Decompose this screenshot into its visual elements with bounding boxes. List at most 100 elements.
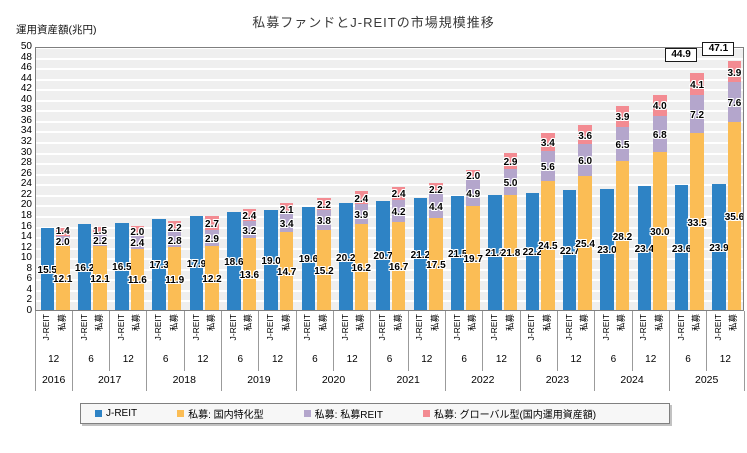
bar-jreit bbox=[77, 224, 92, 310]
y-tick-label: 32 bbox=[20, 136, 32, 148]
x-pair-label-jreit: J-REIT bbox=[339, 314, 350, 341]
x-pair-label-jreit: J-REIT bbox=[451, 314, 462, 341]
x-pair-label-jreit: J-REIT bbox=[377, 314, 388, 341]
x-pair-label-jreit: J-REIT bbox=[115, 314, 126, 341]
bar-private-reit bbox=[391, 199, 406, 222]
bar-jreit bbox=[189, 215, 204, 310]
bar-global bbox=[429, 182, 443, 195]
bar-domestic bbox=[205, 245, 219, 310]
x-month-label: 12 bbox=[271, 354, 284, 365]
bar-global bbox=[466, 169, 480, 181]
x-month-label: 12 bbox=[197, 354, 209, 365]
x-month-label: 6 bbox=[386, 354, 393, 365]
x-pair-label-shibo: 私募 bbox=[355, 314, 366, 332]
bar-private-reit bbox=[242, 221, 257, 239]
x-pair-label-jreit: J-REIT bbox=[489, 314, 500, 341]
x-axis-separator bbox=[221, 311, 223, 391]
x-month-label: 12 bbox=[570, 354, 582, 365]
gridline bbox=[36, 110, 743, 113]
bar-domestic bbox=[653, 151, 667, 310]
legend-item-domestic: 私募: 国内特化型 bbox=[177, 406, 264, 421]
y-tick-label: 36 bbox=[20, 114, 32, 126]
x-axis-separator bbox=[444, 311, 446, 391]
x-pair-label-shibo: 私募 bbox=[280, 314, 291, 332]
x-pair-label-jreit: J-REIT bbox=[712, 314, 723, 341]
x-pair-label-shibo: 私募 bbox=[467, 314, 478, 332]
bar-private-reit bbox=[429, 194, 443, 218]
bar-private-reit bbox=[279, 214, 294, 233]
bar-domestic bbox=[279, 232, 294, 310]
bar-global bbox=[279, 203, 294, 215]
x-pair-label-jreit: J-REIT bbox=[190, 314, 201, 341]
bar-jreit bbox=[450, 196, 465, 310]
bar-global bbox=[167, 220, 182, 233]
bar-global bbox=[130, 225, 145, 237]
gridline bbox=[36, 152, 743, 155]
y-tick-label: 8 bbox=[26, 262, 32, 274]
bar-global bbox=[56, 228, 70, 236]
chart-title: 私募ファンドとJ-REITの市場規模推移 bbox=[252, 15, 495, 30]
x-year-label: 2021 bbox=[396, 374, 420, 386]
gridline bbox=[36, 194, 743, 197]
total-callout: 47.1 bbox=[702, 42, 735, 56]
gridline bbox=[36, 131, 743, 134]
x-pair-label-shibo: 私募 bbox=[131, 314, 142, 332]
x-pair-label-jreit: J-REIT bbox=[414, 314, 425, 341]
x-pair-label-shibo: 私募 bbox=[168, 314, 179, 332]
x-pair-label-shibo: 私募 bbox=[392, 314, 403, 332]
bar-domestic bbox=[429, 217, 443, 310]
x-pair-label-jreit: J-REIT bbox=[153, 314, 164, 341]
y-tick-label: 22 bbox=[20, 188, 32, 200]
x-month-label: 12 bbox=[645, 354, 657, 365]
x-pair-label-shibo: 私募 bbox=[243, 314, 254, 332]
x-month-label: 6 bbox=[312, 354, 318, 365]
bar-jreit bbox=[712, 183, 726, 310]
bar-domestic bbox=[56, 246, 70, 310]
bar-global bbox=[690, 73, 704, 96]
x-month-label: 12 bbox=[122, 354, 134, 365]
y-tick-label: 0 bbox=[26, 305, 32, 316]
bar-global bbox=[391, 186, 406, 200]
bar-private-reit bbox=[205, 230, 219, 246]
bar-domestic bbox=[167, 247, 182, 310]
x-year-label: 2019 bbox=[247, 374, 271, 386]
gridline bbox=[36, 142, 743, 145]
x-year-label: 2018 bbox=[172, 374, 196, 386]
gridline bbox=[36, 78, 743, 81]
x-pair-label-shibo: 私募 bbox=[56, 314, 67, 332]
legend: J-REIT 私募: 国内特化型 私募: 私募REIT 私募: グローバル型(国内運用… bbox=[80, 403, 670, 424]
bar-domestic bbox=[541, 180, 555, 310]
x-month-label: 6 bbox=[461, 354, 467, 365]
x-pair-label-shibo: 私募 bbox=[317, 314, 328, 332]
bar-domestic bbox=[93, 246, 107, 310]
bar-global bbox=[317, 198, 331, 210]
x-axis-separator bbox=[482, 311, 484, 371]
x-year-label: 2023 bbox=[545, 374, 570, 386]
x-month-label: 6 bbox=[162, 354, 169, 365]
x-axis-separator bbox=[34, 311, 36, 391]
bar-jreit bbox=[264, 209, 278, 310]
bar-private-reit bbox=[541, 151, 555, 181]
bar-domestic bbox=[242, 238, 257, 310]
plot-area: 15.5 12.1 2.0 1.4 16.2 12.1 2.2 1.5 16.5 11.6 2.4 2… bbox=[35, 47, 744, 311]
x-pair-label-jreit: J-REIT bbox=[41, 314, 52, 341]
gridline bbox=[36, 57, 743, 60]
x-year-label: 2025 bbox=[694, 374, 719, 386]
bar-jreit bbox=[562, 190, 577, 310]
total-callout: 44.9 bbox=[665, 48, 698, 62]
x-axis-separator bbox=[295, 311, 297, 391]
bar-domestic bbox=[130, 248, 145, 310]
gridline bbox=[36, 99, 743, 102]
y-tick-label: 44 bbox=[20, 72, 32, 84]
x-month-label: 6 bbox=[237, 354, 244, 365]
bar-jreit bbox=[600, 188, 614, 310]
bar-domestic bbox=[615, 161, 630, 310]
y-tick-label: 48 bbox=[20, 51, 32, 63]
bar-domestic bbox=[354, 224, 369, 310]
x-axis-separator bbox=[668, 311, 670, 391]
x-year-label: 2024 bbox=[620, 374, 644, 386]
bar-domestic bbox=[727, 122, 742, 310]
legend-item-global: 私募: グローバル型(国内運用資産額) bbox=[423, 406, 596, 421]
x-month-label: 12 bbox=[48, 354, 60, 365]
bar-domestic bbox=[690, 133, 704, 310]
